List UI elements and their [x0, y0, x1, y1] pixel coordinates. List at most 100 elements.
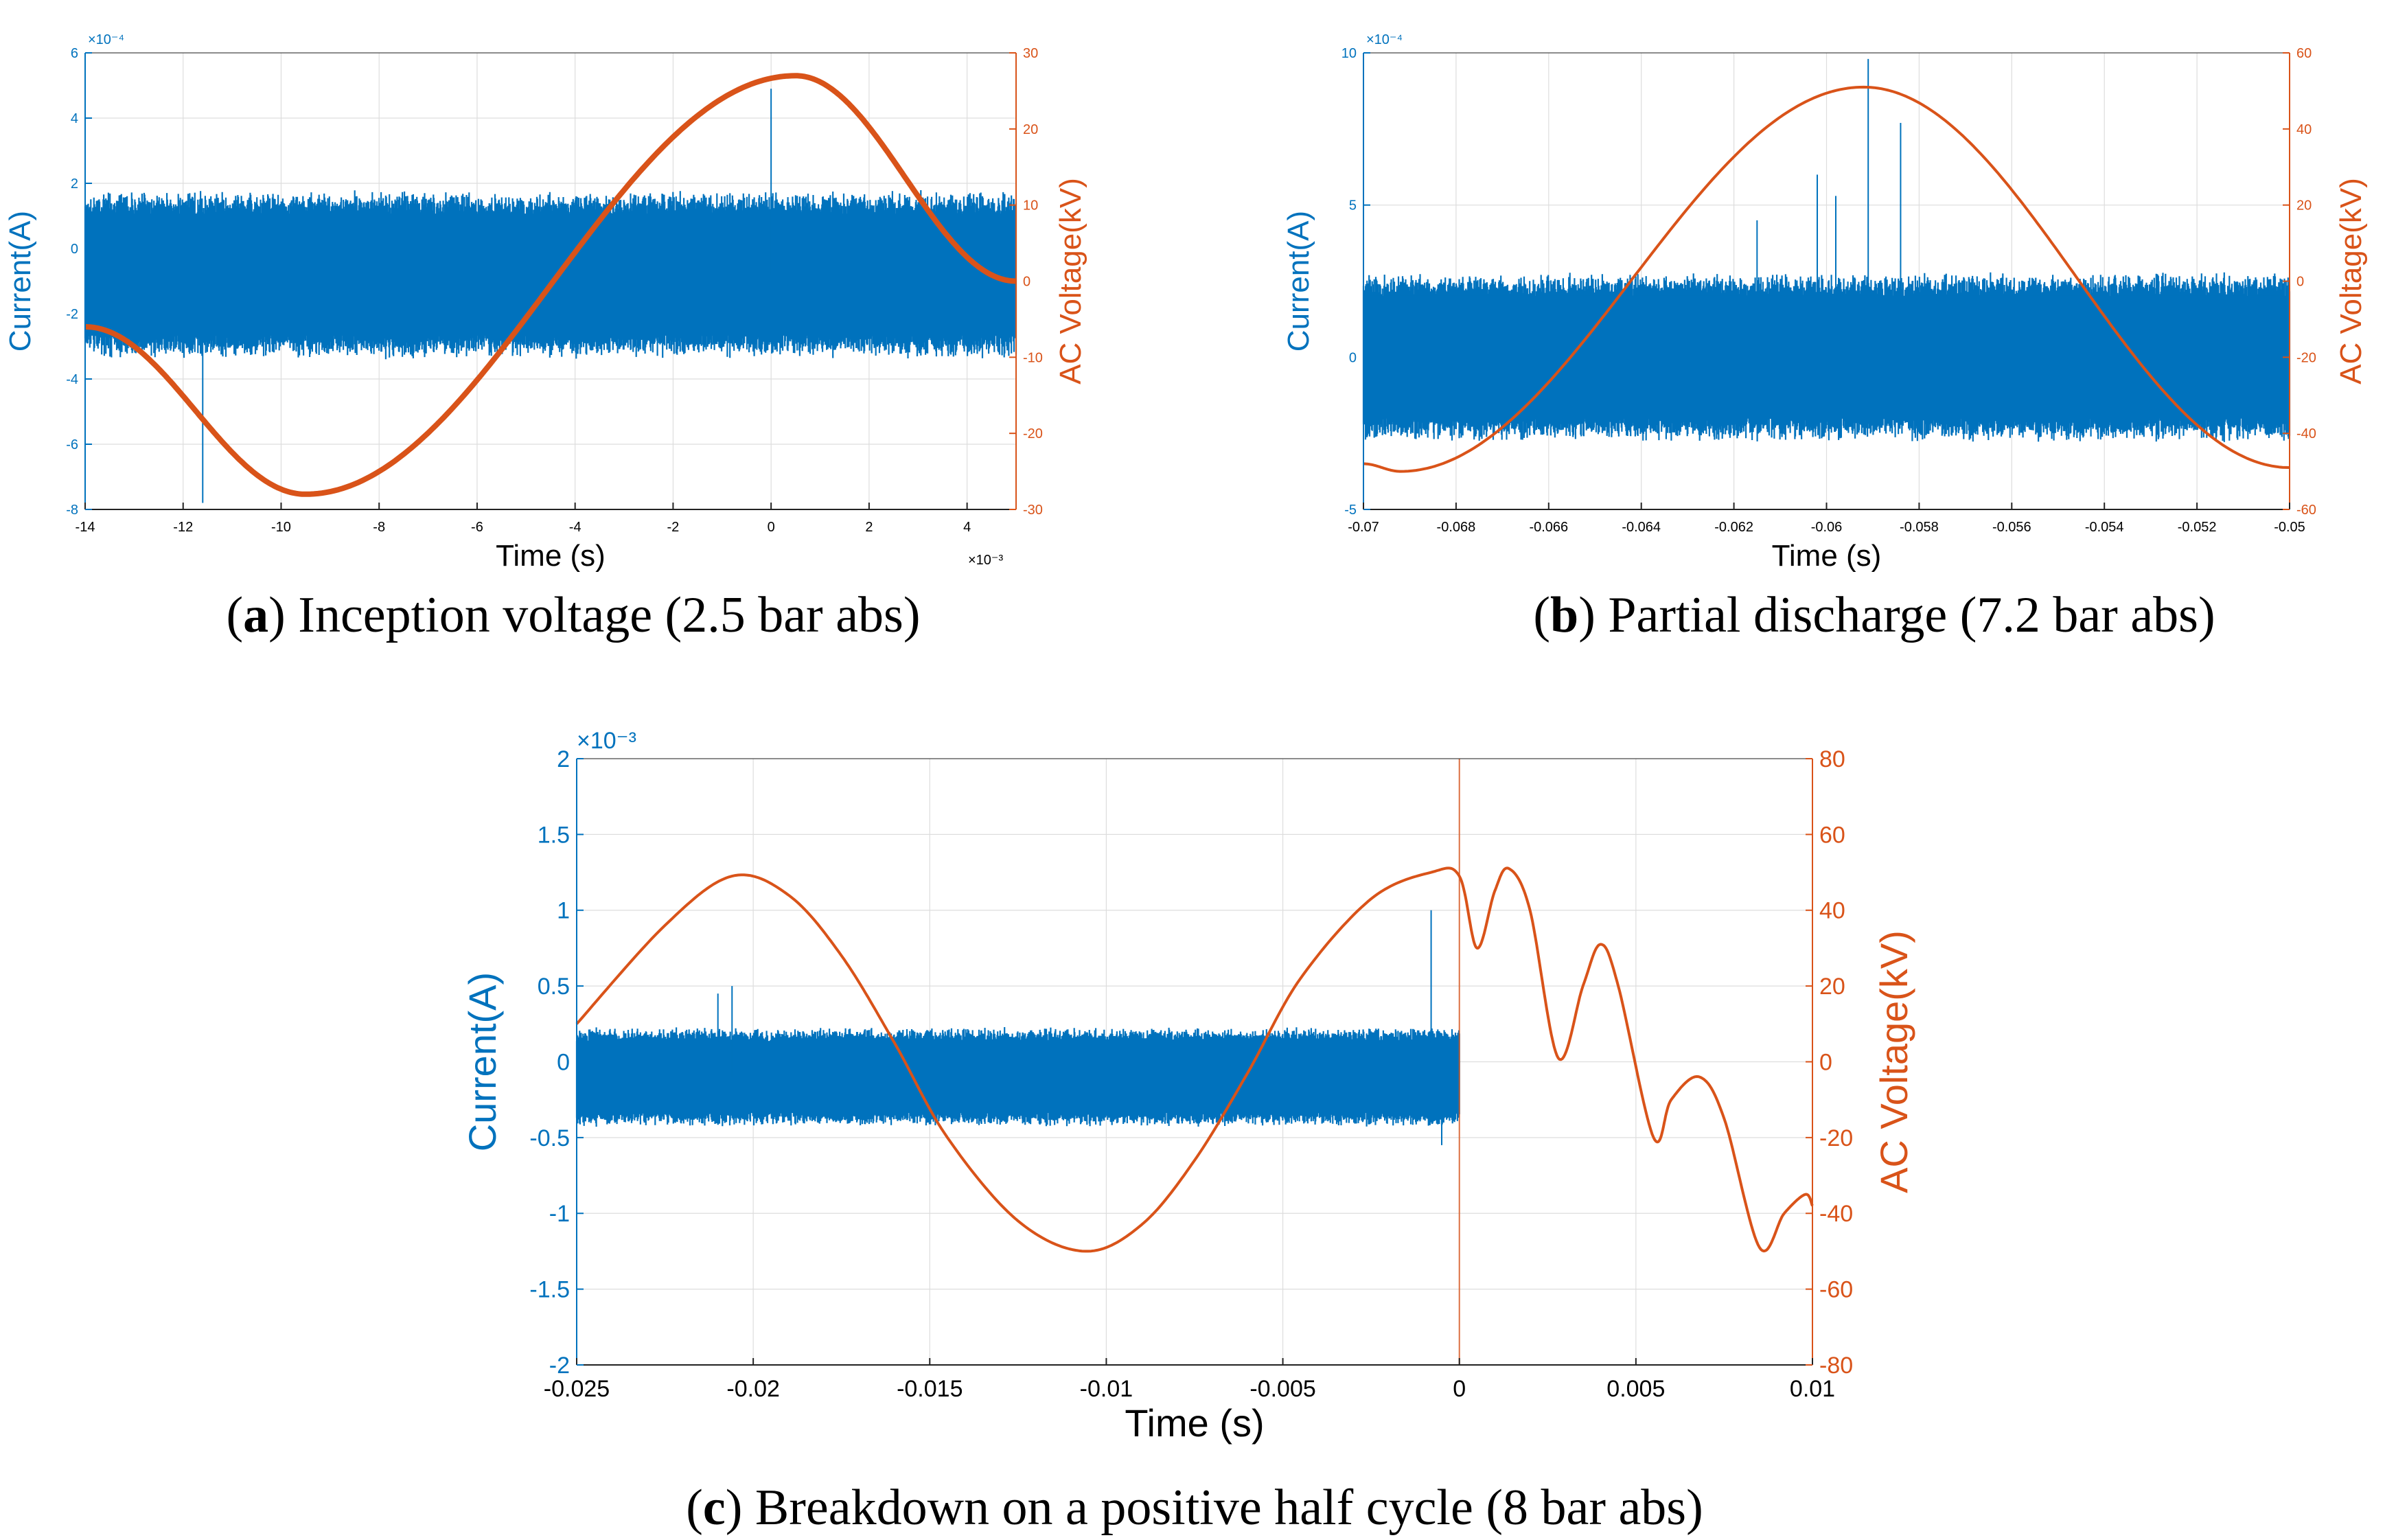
y-left-tick-label: 4: [71, 111, 78, 126]
x-tick-label: -10: [271, 520, 291, 535]
y-right-tick-label: -30: [1023, 503, 1043, 518]
caption-text: ) Inception voltage (2.5 bar abs): [268, 587, 920, 643]
x-tick-label: 0: [1453, 1376, 1466, 1402]
x-tick-label: -0.07: [1348, 520, 1379, 535]
y-right-tick-label: -10: [1023, 350, 1043, 365]
y-right-tick-label: 0: [2296, 275, 2304, 290]
y-right-tick-label: -60: [1819, 1277, 1853, 1303]
y-right-tick-label: -60: [2296, 503, 2316, 518]
y-left-tick-label: 5: [1349, 198, 1357, 214]
x-tick-label: 0.005: [1606, 1376, 1665, 1402]
chart-b: -0.07 -0.068 -0.066 -0.064 -0.062 -0.06 -0.058…: [1282, 32, 2368, 643]
y-right-axis-label: AC Voltage(kV): [2334, 178, 2368, 384]
y-left-tick-label: 0: [71, 242, 78, 257]
caption-open-paren: (: [1533, 587, 1550, 643]
x-tick-label: -12: [173, 520, 193, 535]
x-tick-label: -14: [76, 520, 95, 535]
y-left-tick-label: -1.5: [529, 1277, 570, 1303]
x-tick-label: -0.068: [1437, 520, 1476, 535]
x-axis-label: Time (s): [1772, 539, 1882, 573]
x-tick-label: -6: [471, 520, 483, 535]
x-tick-label: -0.06: [1811, 520, 1843, 535]
y-right-tick-label: 10: [1023, 198, 1038, 214]
y-right-tick-label: -20: [1023, 426, 1043, 441]
y-right-tick-label: -20: [2296, 350, 2316, 365]
y-right-tick-label: 60: [2296, 46, 2312, 61]
y-left-tick-label: -8: [66, 503, 78, 518]
y-right-tick-label: 20: [1023, 122, 1038, 137]
y-right-tick-label: -40: [2296, 426, 2316, 441]
x-tick-label: -0.066: [1529, 520, 1568, 535]
y-right-tick-label: 0: [1023, 275, 1030, 290]
y-left-tick-label: -1: [549, 1201, 570, 1227]
y-right-tick-label: 20: [1819, 974, 1845, 1000]
y-right-axis-label: AC Voltage(kV): [1872, 930, 1915, 1193]
y-exponent: ×10⁻⁴: [88, 32, 124, 47]
y-right-tick-label: 60: [1819, 822, 1845, 848]
x-axis-label: Time (s): [1125, 1401, 1264, 1445]
y-right-tick-label: 80: [1819, 746, 1845, 772]
y-right-tick-label: 0: [1819, 1049, 1832, 1075]
y-right-axis-label: AC Voltage(kV): [1054, 178, 1087, 384]
series-current-core-c: [577, 1041, 1460, 1114]
y-left-axis-label: Current(A): [1282, 211, 1315, 352]
x-tick-label: -0.02: [726, 1376, 780, 1402]
x-tick-label: -0.025: [544, 1376, 610, 1402]
y-exponent: ×10⁻³: [577, 728, 636, 754]
x-tick-label: -0.058: [1900, 520, 1939, 535]
x-tick-label: 0.01: [1790, 1376, 1835, 1402]
x-tick-label: -0.054: [2085, 520, 2124, 535]
y-left-axis-label: Current(A): [3, 211, 37, 352]
caption-letter: b: [1550, 587, 1578, 643]
y-left-tick-label: 6: [71, 46, 78, 61]
y-right-tick-label: -40: [1819, 1201, 1853, 1227]
x-tick-label: -0.01: [1080, 1376, 1133, 1402]
caption-c: (c) Breakdown on a positive half cycle (…: [686, 1480, 1703, 1536]
x-tick-label: -4: [569, 520, 581, 535]
y-left-tick-label: 1: [557, 898, 570, 924]
chart-a: -14 -12 -10 -8 -6 -4 -2 0 2 4-8-6-4-20246-30-20-1…: [3, 32, 1087, 643]
y-left-tick-label: 2: [557, 746, 570, 772]
y-left-tick-label: 2: [71, 176, 78, 192]
x-tick-label: -2: [667, 520, 680, 535]
x-tick-label: -0.052: [2178, 520, 2217, 535]
y-left-tick-label: -2: [549, 1353, 570, 1379]
series-current-core-a: [85, 214, 1016, 336]
x-tick-label: -0.056: [1992, 520, 2031, 535]
y-right-tick-label: -80: [1819, 1353, 1853, 1379]
y-left-tick-label: 0: [557, 1049, 570, 1075]
x-tick-label: -0.05: [2274, 520, 2305, 535]
caption-letter: c: [703, 1480, 726, 1536]
caption-a: (a) Inception voltage (2.5 bar abs): [227, 587, 921, 643]
y-left-tick-label: -6: [66, 437, 78, 452]
grid-b: [1363, 52, 2290, 510]
y-right-tick-label: 40: [2296, 122, 2312, 137]
y-left-tick-label: -2: [66, 307, 78, 322]
caption-open-paren: (: [227, 587, 244, 643]
series-voltage-c: [575, 866, 1814, 1253]
x-tick-label: 4: [963, 520, 971, 535]
y-right-tick-label: 40: [1819, 898, 1845, 924]
caption-letter: a: [243, 587, 268, 643]
x-tick-label: 2: [865, 520, 873, 535]
x-tick-label: -0.015: [897, 1376, 963, 1402]
y-left-tick-label: -5: [1344, 503, 1357, 518]
y-right-tick-label: 30: [1023, 46, 1038, 61]
x-tick-label: -0.005: [1249, 1376, 1315, 1402]
x-tick-label: -0.062: [1714, 520, 1753, 535]
caption-b: (b) Partial discharge (7.2 bar abs): [1533, 587, 2215, 643]
x-tick-label: -0.064: [1622, 520, 1661, 535]
y-left-tick-label: -4: [66, 372, 78, 387]
series-voltage-a: [84, 73, 1017, 497]
caption-open-paren: (: [686, 1480, 703, 1536]
y-left-tick-label: -0.5: [529, 1125, 570, 1151]
y-exponent: ×10⁻⁴: [1366, 32, 1403, 47]
y-left-axis-label: Current(A): [461, 972, 504, 1151]
series-current-core-b: [1363, 295, 2290, 419]
chart-c: -0.025 -0.02 -0.015 -0.01 -0.005 0 0.005 0.01 -2…: [461, 728, 1915, 1536]
y-left-tick-label: 0.5: [538, 974, 570, 1000]
y-left-tick-label: 0: [1349, 350, 1357, 365]
y-left-tick-label: 10: [1341, 46, 1357, 61]
x-axis-label: Time (s): [496, 539, 606, 573]
